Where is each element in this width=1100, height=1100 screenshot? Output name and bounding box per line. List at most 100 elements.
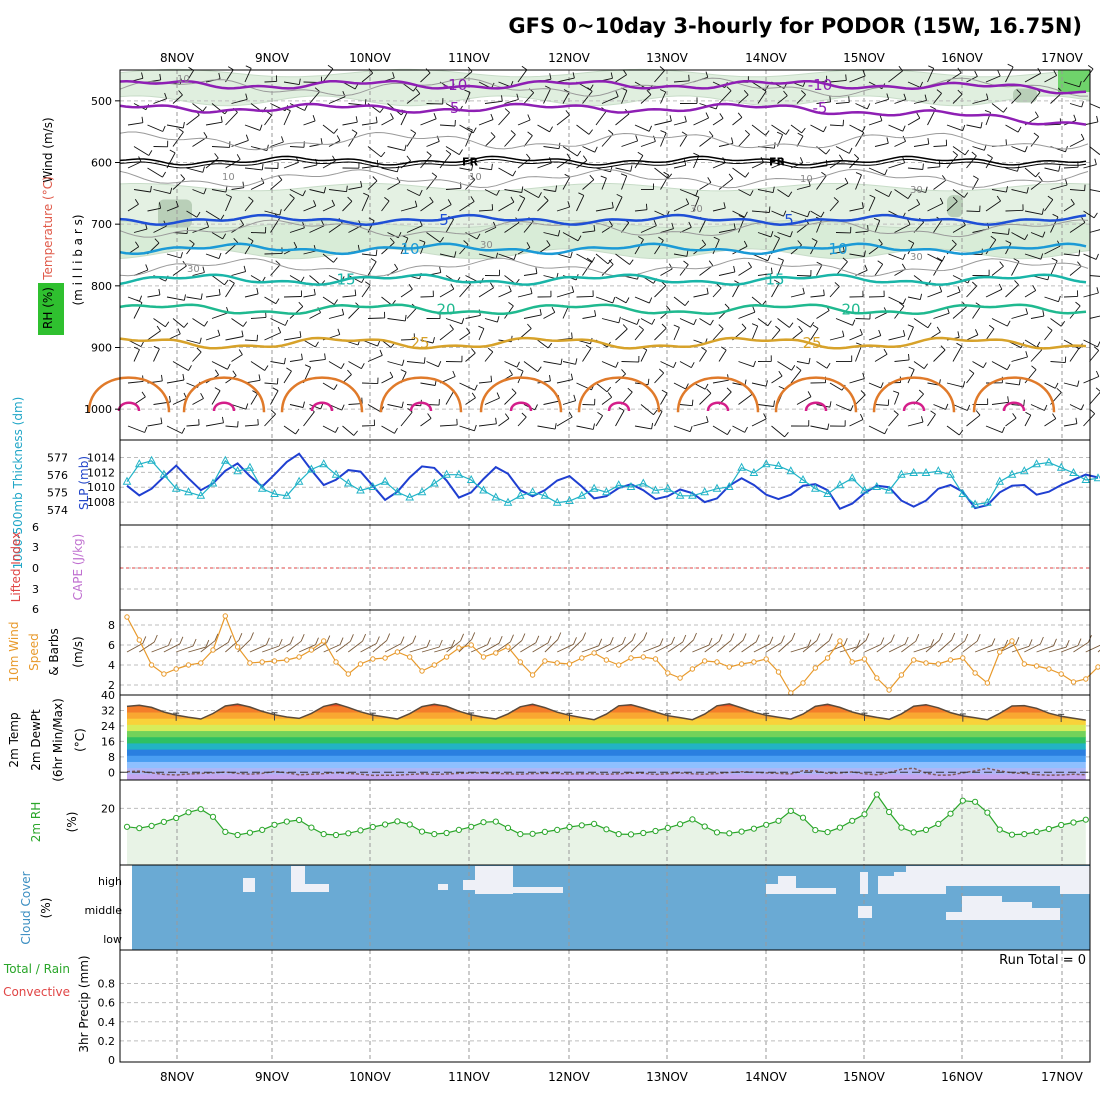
upper-wind-barb-flag: [470, 175, 476, 180]
warm-lobe-35-9: [1002, 401, 1026, 412]
upper-wind-barb: [868, 197, 876, 212]
wind10m-speed-point: [394, 649, 401, 655]
temperature-band-6: [127, 736, 1086, 744]
upper-wind-barb: [328, 361, 342, 369]
upper-wind-barb-flag: [200, 293, 203, 300]
upper-wind-barb-flag: [869, 194, 876, 199]
upper-wind-barb-flag: [165, 321, 170, 328]
upper-wind-barb: [601, 264, 614, 276]
upper-wind-barb-flag: [592, 423, 595, 430]
temperature-band-8: [127, 724, 1086, 732]
wind10m-barb-flag: [557, 632, 562, 640]
upper-wind-barb: [933, 260, 943, 276]
temp-contour-label-20-0: 20: [436, 300, 455, 318]
thickness-point: [589, 483, 599, 492]
upper-wind-barb: [660, 174, 670, 190]
rh-contour-2: [119, 168, 1089, 189]
upper-wind-barb: [913, 143, 929, 147]
upper-wind-barb: [1024, 290, 1036, 298]
upper-wind-barb-flag: [202, 166, 205, 173]
upper-wind-barb: [654, 411, 663, 427]
rh2m-point: [861, 811, 868, 818]
upper-wind-barb: [420, 418, 432, 427]
upper-wind-barb-flag: [1070, 198, 1075, 205]
upper-wind-barb-flag: [1008, 228, 1010, 235]
upper-wind-barb-flag: [775, 325, 781, 331]
upper-wind-barb: [855, 394, 866, 405]
thickness-point: [897, 469, 906, 478]
wind10m-barb-flag: [573, 637, 577, 645]
upper-wind-barb-flag: [571, 286, 575, 293]
upper-wind-barb: [855, 174, 862, 190]
upper-wind-barb-flag: [784, 432, 789, 438]
upper-wind-barb: [465, 314, 481, 319]
upper-wind-barb-flag: [141, 391, 146, 398]
upper-wind-barb: [660, 268, 673, 276]
upper-wind-barb: [147, 167, 163, 178]
wind10m-speed-point: [616, 662, 622, 668]
upper-wind-barb-flag: [691, 399, 694, 406]
cloud-clear-gap-1: [291, 866, 305, 892]
upper-wind-barb: [387, 361, 403, 366]
upper-wind-barb-flag: [1037, 67, 1042, 74]
upper-wind-barb-flag: [693, 319, 697, 325]
upper-wind-barb-flag: [245, 93, 248, 100]
upper-wind-barb: [381, 376, 394, 384]
upper-wind-barb: [771, 329, 781, 341]
upper-wind-barb: [679, 134, 688, 147]
warm-lobe-30-7: [774, 376, 858, 413]
upper-wind-barb: [1069, 222, 1086, 233]
upper-wind-barb-flag: [651, 318, 656, 325]
upper-wind-barb: [1011, 146, 1026, 153]
upper-wind-barb: [523, 273, 537, 276]
upper-wind-barb-flag: [1035, 172, 1040, 178]
upper-wind-barb: [459, 71, 473, 83]
upper-wind-barb: [172, 265, 187, 276]
upper-wind-barb-flag: [283, 357, 286, 364]
upper-wind-barb: [796, 361, 809, 365]
cloud-clear-gap-5: [475, 866, 513, 894]
upper-wind-barb-flag: [852, 319, 856, 326]
upper-wind-barb-flag: [474, 384, 478, 391]
upper-wind-barb: [289, 275, 302, 283]
upper-wind-barb: [562, 400, 576, 405]
upper-wind-barb-flag: [517, 368, 524, 372]
upper-wind-barb: [1089, 275, 1100, 277]
upper-wind-barb: [264, 210, 280, 216]
rh-contour-label-8: 30: [910, 252, 923, 263]
upper-wind-barb-flag: [966, 404, 971, 411]
upper-wind-barb: [478, 119, 494, 126]
upper-wind-barb: [849, 253, 865, 257]
wind10m-speed-point: [517, 659, 523, 665]
upper-wind-barb: [615, 296, 627, 304]
wind10m-barb-flag: [791, 632, 796, 641]
upper-wind-barb-flag: [181, 427, 186, 434]
upper-wind-barb-flag: [629, 259, 634, 265]
ytick-label-wind-8: 8: [108, 619, 115, 632]
upper-wind-barb: [289, 404, 304, 408]
upper-wind-barb: [927, 68, 935, 83]
upper-wind-barb: [400, 411, 413, 427]
upper-wind-barb-flag: [886, 137, 889, 144]
thickness-point: [466, 474, 476, 483]
upper-wind-barb: [771, 425, 785, 438]
upper-wind-barb-flag: [218, 288, 221, 295]
upper-wind-barb-flag: [312, 115, 316, 122]
ytick-label-slp-1014: 1014: [87, 451, 115, 464]
wind10m-barb-flag: [192, 638, 197, 647]
wind10m-barb: [802, 640, 818, 653]
upper-wind-barb: [888, 70, 903, 83]
temp-contour-label-25-1: 25: [802, 334, 821, 352]
upper-wind-barb-flag: [797, 132, 804, 137]
wind10m-barb: [950, 640, 966, 653]
upper-wind-barb: [283, 197, 295, 212]
upper-wind-barb: [484, 351, 494, 362]
wind10m-barb: [421, 646, 440, 653]
upper-wind-barb-flag: [587, 87, 593, 92]
upper-wind-barb-flag: [341, 308, 345, 315]
upper-wind-barb: [654, 327, 667, 341]
upper-wind-barb-flag: [974, 329, 979, 335]
ylabel-2m-rh: 2m RH: [29, 802, 43, 843]
upper-wind-barb: [810, 425, 828, 430]
upper-wind-barb-flag: [1024, 146, 1028, 153]
